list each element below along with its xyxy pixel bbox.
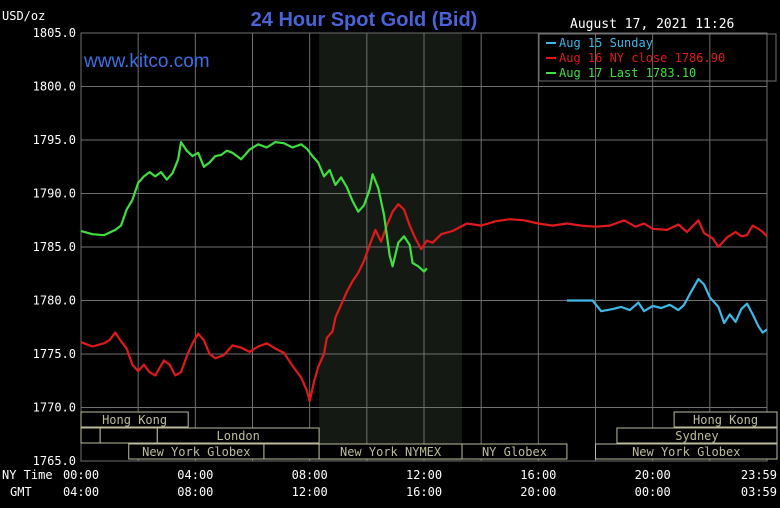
session-box bbox=[80, 411, 189, 428]
y-tick-label: 1795.0 bbox=[33, 133, 76, 147]
x-tick-label-ny: 08:00 bbox=[292, 468, 328, 482]
y-tick-label: 1785.0 bbox=[33, 240, 76, 254]
gmt-label: GMT bbox=[10, 485, 32, 499]
session-label: NY Globex bbox=[482, 445, 547, 459]
x-tick-label-gmt: 03:59 bbox=[741, 485, 777, 499]
x-tick-label-ny: 16:00 bbox=[520, 468, 556, 482]
y-tick-label: 1765.0 bbox=[33, 454, 76, 468]
legend-label-aug15: Aug 15 Sunday bbox=[559, 36, 653, 50]
price-series bbox=[80, 141, 768, 403]
session-block: Hong Kong bbox=[80, 411, 189, 428]
x-tick-label-ny: 12:00 bbox=[406, 468, 442, 482]
session-block: Hong Kong bbox=[673, 411, 778, 428]
x-tick-label-ny: 00:00 bbox=[63, 468, 99, 482]
session-box bbox=[673, 411, 778, 428]
session-box bbox=[80, 427, 101, 444]
chart-title: 24 Hour Spot Gold (Bid) bbox=[251, 9, 478, 31]
session-block: Sydney bbox=[616, 427, 778, 444]
session-label: London bbox=[217, 429, 260, 443]
y-axis-unit: USD/oz bbox=[2, 9, 45, 23]
session-box bbox=[461, 443, 568, 460]
x-tick-label-gmt: 16:00 bbox=[406, 485, 442, 499]
session-block bbox=[80, 427, 101, 444]
session-label: Hong Kong bbox=[102, 413, 167, 427]
session-box bbox=[156, 427, 320, 444]
x-tick-label-gmt: 00:00 bbox=[635, 485, 671, 499]
session-box bbox=[99, 427, 158, 444]
session-block bbox=[99, 427, 158, 444]
y-tick-label: 1770.0 bbox=[33, 401, 76, 415]
x-tick-label-gmt: 08:00 bbox=[177, 485, 213, 499]
session-block: NY Globex bbox=[461, 443, 568, 460]
y-axis-ticks: 1805.0 1800.0 1795.0 1790.0 1785.0 1780.0 1775… bbox=[33, 26, 76, 468]
x-tick-label-ny: 04:00 bbox=[177, 468, 213, 482]
legend-label-aug16: Aug 16 NY close 1786.90 bbox=[559, 51, 725, 65]
chart-legend: Aug 15 Sunday Aug 16 NY close 1786.90 Au… bbox=[538, 33, 777, 82]
session-box bbox=[595, 443, 778, 460]
session-block: London bbox=[156, 427, 320, 444]
session-label: Sydney bbox=[675, 429, 718, 443]
y-tick-label: 1805.0 bbox=[33, 26, 76, 40]
plot-frame bbox=[80, 32, 768, 462]
x-tick-label-gmt: 20:00 bbox=[520, 485, 556, 499]
x-tick-label-gmt: 04:00 bbox=[63, 485, 99, 499]
series-line-2 bbox=[80, 141, 428, 273]
ny-time-label: NY Time bbox=[2, 468, 53, 482]
session-block: New York NYMEX bbox=[318, 443, 463, 460]
session-block: New York Globex bbox=[128, 443, 265, 460]
y-tick-label: 1775.0 bbox=[33, 347, 76, 361]
site-watermark: www.kitco.com bbox=[83, 51, 210, 72]
session-block: New York Globex bbox=[595, 443, 778, 460]
grid-lines bbox=[80, 32, 768, 462]
session-box bbox=[263, 443, 320, 460]
legend-box bbox=[538, 33, 777, 82]
chart-timestamp: August 17, 2021 11:26 bbox=[570, 17, 734, 32]
legend-label-aug17: Aug 17 Last 1783.10 bbox=[559, 66, 696, 80]
series-line-1 bbox=[80, 203, 768, 403]
x-axis-ticks: 00:00 04:00 04:00 08:00 08:00 12:00 12:00 16:00… bbox=[63, 468, 777, 499]
session-label: New York NYMEX bbox=[340, 445, 442, 459]
session-block bbox=[263, 443, 320, 460]
trading-sessions: Hong Kong London New York Globex New York N… bbox=[80, 411, 778, 460]
y-tick-label: 1800.0 bbox=[33, 80, 76, 94]
y-tick-label: 1780.0 bbox=[33, 294, 76, 308]
session-label: Hong Kong bbox=[693, 413, 758, 427]
session-box bbox=[616, 427, 778, 444]
series-line-0 bbox=[566, 278, 768, 334]
session-label: New York Globex bbox=[632, 445, 740, 459]
x-tick-label-ny: 20:00 bbox=[635, 468, 671, 482]
session-label: New York Globex bbox=[142, 445, 250, 459]
y-tick-label: 1790.0 bbox=[33, 187, 76, 201]
x-tick-label-ny: 23:59 bbox=[741, 468, 777, 482]
x-tick-label-gmt: 12:00 bbox=[292, 485, 328, 499]
